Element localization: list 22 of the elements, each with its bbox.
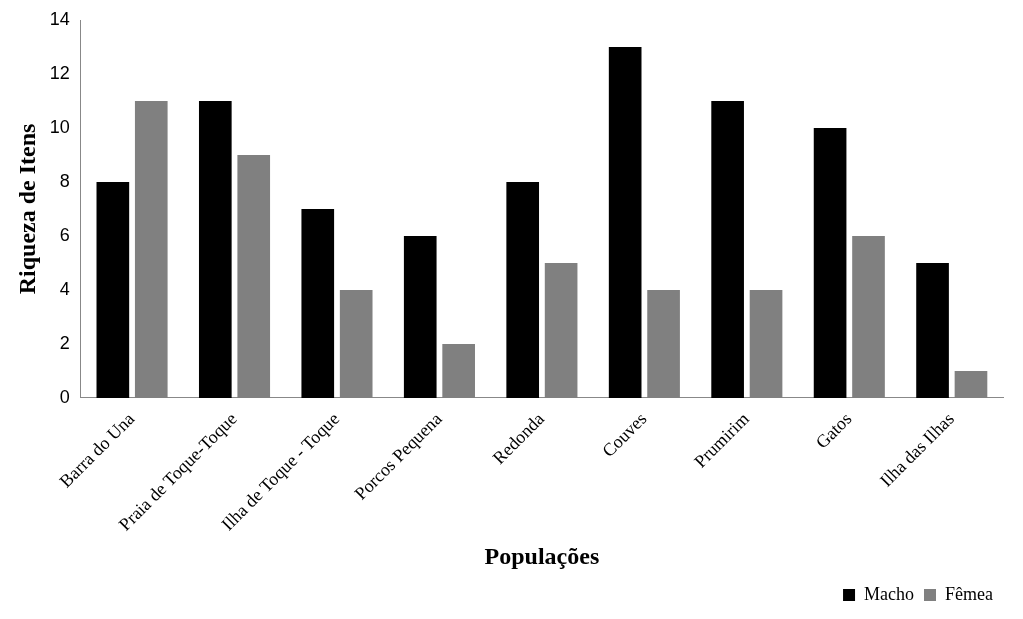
y-tick-label: 8 [59,170,70,191]
bar [711,100,744,398]
y-tick-label: 6 [59,224,70,245]
bar [198,100,232,398]
legend-label: Fêmea [945,583,994,604]
y-tick-label: 12 [49,62,70,83]
bar [506,181,540,398]
bar [813,127,847,398]
bar [96,181,130,398]
y-tick-label: 0 [59,386,70,407]
x-tick-label: Ilha das Ilhas [875,408,958,491]
bar [608,46,642,398]
y-tick-label: 14 [49,8,70,29]
x-axis-title: Populações [484,542,600,569]
y-tick-label: 10 [49,116,70,137]
y-tick-label: 2 [59,332,70,353]
y-axis-title: Riqueza de Itens [13,123,40,295]
bar [301,208,335,398]
bar [403,235,437,398]
legend-label: Macho [864,583,915,604]
y-tick-label: 4 [59,278,70,299]
bar [916,262,949,398]
